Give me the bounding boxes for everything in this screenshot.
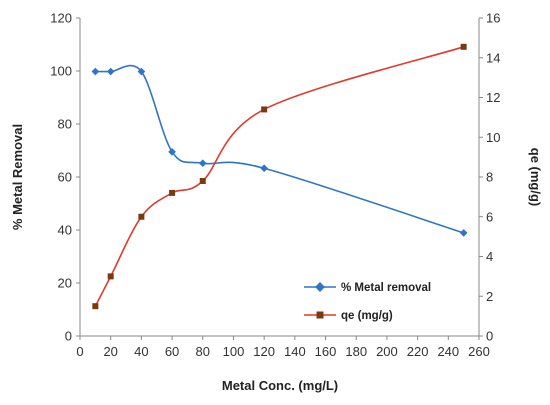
legend: % Metal removal qe (mg/g)	[304, 282, 431, 322]
legend-label-metal-removal: % Metal removal	[341, 282, 431, 294]
y-tick-label: 120	[50, 11, 72, 26]
y2-tick-label: 8	[486, 170, 493, 185]
x-axis-title: Metal Conc. (mg/L)	[222, 378, 338, 393]
y-tick-label: 100	[50, 64, 72, 79]
series-layer	[91, 43, 468, 310]
y-tick-label: 20	[58, 276, 72, 291]
data-point	[92, 303, 99, 310]
y-tick-label: 0	[65, 329, 72, 344]
data-point	[169, 189, 176, 196]
x-tick-label: 200	[376, 344, 398, 359]
x-tick-label: 60	[165, 344, 179, 359]
y-axis-title: % Metal Removal	[10, 124, 25, 230]
data-point	[91, 67, 100, 76]
x-tick-label: 80	[196, 344, 210, 359]
x-tick-label: 20	[103, 344, 117, 359]
data-point	[106, 67, 115, 76]
y2-axis-title: qe (mg/g)	[528, 148, 543, 207]
x-tick-label: 240	[437, 344, 459, 359]
x-tick-label: 100	[223, 344, 245, 359]
x-tick-label: 220	[407, 344, 429, 359]
y2-tick-label: 16	[486, 11, 500, 26]
data-point	[260, 164, 268, 173]
data-point	[199, 177, 206, 184]
y2-tick-label: 12	[486, 90, 500, 105]
right-axis-ticks: 0 2 4 6 8 10 12 14 16	[479, 11, 500, 344]
y2-tick-label: 4	[486, 249, 493, 264]
data-point	[138, 213, 145, 220]
series-1	[92, 43, 467, 310]
x-tick-label: 140	[284, 344, 306, 359]
data-point	[460, 43, 467, 50]
data-point	[198, 159, 207, 168]
data-point	[459, 229, 468, 237]
x-tick-label: 0	[76, 344, 83, 359]
x-tick-label: 260	[468, 344, 490, 359]
x-tick-label: 40	[134, 344, 148, 359]
legend-label-qe: qe (mg/g)	[341, 310, 393, 322]
y-tick-label: 80	[58, 117, 72, 132]
series-0	[91, 64, 468, 237]
y2-tick-label: 10	[486, 130, 500, 145]
x-tick-label: 180	[345, 344, 367, 359]
y-tick-label: 40	[58, 223, 72, 238]
x-tick-label: 160	[315, 344, 337, 359]
data-point	[107, 273, 114, 280]
y-tick-label: 60	[58, 170, 72, 185]
x-tick-label: 120	[253, 344, 275, 359]
series-line-0	[95, 64, 464, 234]
x-axis-ticks: 0 20 40 60 80 100 120 140 160 180 200 220 240 260	[76, 336, 490, 359]
y2-tick-label: 0	[486, 329, 493, 344]
data-point	[261, 106, 268, 113]
y2-tick-label: 2	[486, 289, 493, 304]
series-line-1	[94, 46, 464, 307]
legend-entry-metal-removal: % Metal removal	[304, 282, 431, 294]
y2-tick-label: 6	[486, 209, 493, 224]
left-axis-ticks: 0 20 40 60 80 100 120	[50, 11, 80, 344]
y2-tick-label: 14	[486, 50, 500, 65]
legend-entry-qe: qe (mg/g)	[304, 310, 393, 322]
